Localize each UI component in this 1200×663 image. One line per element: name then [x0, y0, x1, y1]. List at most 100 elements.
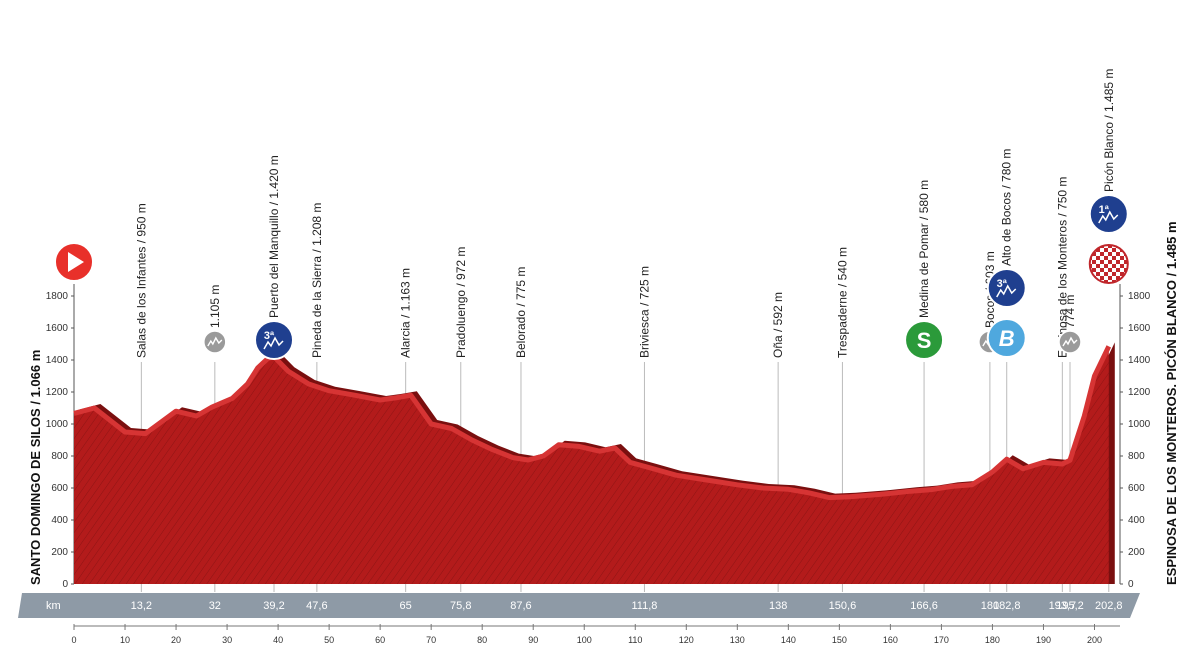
waypoint-label: Puerto del Manquillo / 1.420 m	[267, 155, 281, 318]
y-tick-left-label: 400	[51, 515, 68, 526]
cat1-marker-text: 1ª	[1099, 204, 1110, 216]
y-tick-left-label: 1400	[46, 355, 69, 366]
y-tick-left-label: 0	[62, 579, 68, 590]
x-tick-label: 150	[832, 635, 847, 645]
y-tick-right-label: 600	[1128, 483, 1145, 494]
y-tick-right-label: 0	[1128, 579, 1134, 590]
band-km-label: 150,6	[829, 600, 857, 612]
y-tick-left-label: 600	[51, 483, 68, 494]
x-tick-label: 30	[222, 635, 232, 645]
waypoint-labels: Salas de los Infantes / 950 m 1.105 m Puer…	[134, 69, 1115, 358]
x-tick-label: 60	[375, 635, 385, 645]
profile-terrain	[74, 346, 1109, 584]
cat3-marker-text: 3ª	[997, 278, 1008, 290]
band-km-label: 65	[400, 600, 412, 612]
finish-marker	[1088, 244, 1129, 284]
waypoint-label: Picón Blanco / 1.485 m	[1102, 69, 1116, 192]
band-km-label: 166,6	[910, 600, 938, 612]
x-tick-label: 50	[324, 635, 334, 645]
band-km-label: 47,6	[306, 600, 327, 612]
x-tick-label: 10	[120, 635, 130, 645]
y-tick-right-label: 1400	[1128, 355, 1151, 366]
y-axis-right: 0 200 400 600 800 1000 1200 1400 1600 1800	[1119, 284, 1151, 590]
y-tick-left-label: 1000	[46, 419, 69, 430]
y-tick-right-label: 200	[1128, 547, 1145, 558]
band-km-label: 87,6	[510, 600, 531, 612]
y-tick-left-label: 1200	[46, 387, 69, 398]
band-km-label: 13,2	[131, 600, 152, 612]
y-tick-left-label: 1600	[46, 323, 69, 334]
sprint-marker-text: S	[917, 328, 932, 353]
mountain-icon	[1062, 336, 1078, 347]
y-tick-right-label: 1600	[1128, 323, 1151, 334]
y-tick-right-label: 1800	[1128, 291, 1151, 302]
bonus-marker: B	[986, 318, 1027, 358]
x-tick-label: 100	[577, 635, 592, 645]
x-tick-label: 70	[426, 635, 436, 645]
play-icon	[68, 252, 84, 272]
waypoint-label: Medina de Pomar / 580 m	[917, 180, 931, 318]
band-km-label: 182,8	[993, 600, 1021, 612]
band-km-label: 32	[209, 600, 221, 612]
waypoint-label: Belorado / 775 m	[514, 267, 528, 358]
y-tick-right-label: 1000	[1128, 419, 1151, 430]
x-tick-label: 40	[273, 635, 283, 645]
x-tick-label: 190	[1036, 635, 1051, 645]
cat3-marker: 3ª	[254, 320, 295, 360]
grey-marker-circle	[1058, 330, 1082, 354]
distance-band-labels: 13,2 32 39,2 47,6 65 75,8 87,6 111,8 138 150,6 166…	[131, 600, 1123, 612]
grey-marker	[203, 330, 227, 354]
mountain-icon	[263, 336, 284, 350]
waypoint-markers: 3ª S B 3ª 1ª	[203, 194, 1129, 360]
start-marker	[54, 242, 94, 282]
x-tick-label: 120	[679, 635, 694, 645]
bonus-marker-circle	[986, 318, 1027, 358]
waypoint-label: Alto de Bocos / 780 m	[1000, 149, 1014, 266]
mountain-icon	[996, 284, 1017, 298]
y-axis-left: 0 200 400 600 800 1000 1200 1400 1600 1800	[46, 284, 75, 590]
waypoint-label: Pradoluengo / 972 m	[454, 247, 468, 358]
grey-marker	[1058, 330, 1082, 354]
bonus-marker-text: B	[999, 326, 1015, 351]
x-tick-label: 200	[1087, 635, 1102, 645]
cat3-marker-text: 3ª	[264, 330, 275, 342]
x-tick-label: 130	[730, 635, 745, 645]
y-tick-right-label: 800	[1128, 451, 1145, 462]
x-tick-label: 0	[71, 635, 76, 645]
band-km-label: 39,2	[263, 600, 284, 612]
x-tick-label: 170	[934, 635, 949, 645]
x-tick-label: 20	[171, 635, 181, 645]
x-tick-label: 80	[477, 635, 487, 645]
start-town-label: SANTO DOMINGO DE SILOS / 1.066 m	[28, 350, 43, 585]
waypoint-label: Briviesca / 725 m	[637, 266, 651, 358]
band-km-label: 195,2	[1056, 600, 1084, 612]
mountain-icon	[207, 336, 223, 347]
waypoint-label: 774 m	[1063, 295, 1077, 328]
waypoint-label: Oña / 592 m	[771, 292, 785, 358]
sprint-marker: S	[904, 320, 945, 360]
waypoint-label: Trespaderne / 540 m	[835, 247, 849, 358]
band-km-label: 138	[769, 600, 787, 612]
cat3-marker: 3ª	[986, 268, 1027, 308]
y-tick-left-label: 800	[51, 451, 68, 462]
distance-band	[18, 593, 1140, 618]
y-tick-right-label: 400	[1128, 515, 1145, 526]
x-tick-label: 90	[528, 635, 538, 645]
finish-flag-icon	[1088, 244, 1129, 284]
waypoint-label: 1.105 m	[208, 285, 222, 328]
band-km-label: 75,8	[450, 600, 471, 612]
waypoint-label: Alarcia / 1.163 m	[399, 268, 413, 358]
band-km-label: 202,8	[1095, 600, 1123, 612]
y-tick-left-label: 1800	[46, 291, 69, 302]
grey-marker-circle	[203, 330, 227, 354]
sprint-marker-circle	[904, 320, 945, 360]
y-tick-left-label: 200	[51, 547, 68, 558]
finish-town-label: ESPINOSA DE LOS MONTEROS. PICÓN BLANCO /…	[1164, 221, 1179, 585]
waypoint-label: Pineda de la Sierra / 1.208 m	[310, 203, 324, 358]
cat1-marker: 1ª	[1088, 194, 1129, 234]
x-tick-label: 160	[883, 635, 898, 645]
x-tick-label: 110	[628, 635, 642, 645]
waypoint-label: Espinosa de los Monteros / 750 m	[1055, 177, 1069, 358]
band-km-label: 193,7	[1049, 600, 1077, 612]
